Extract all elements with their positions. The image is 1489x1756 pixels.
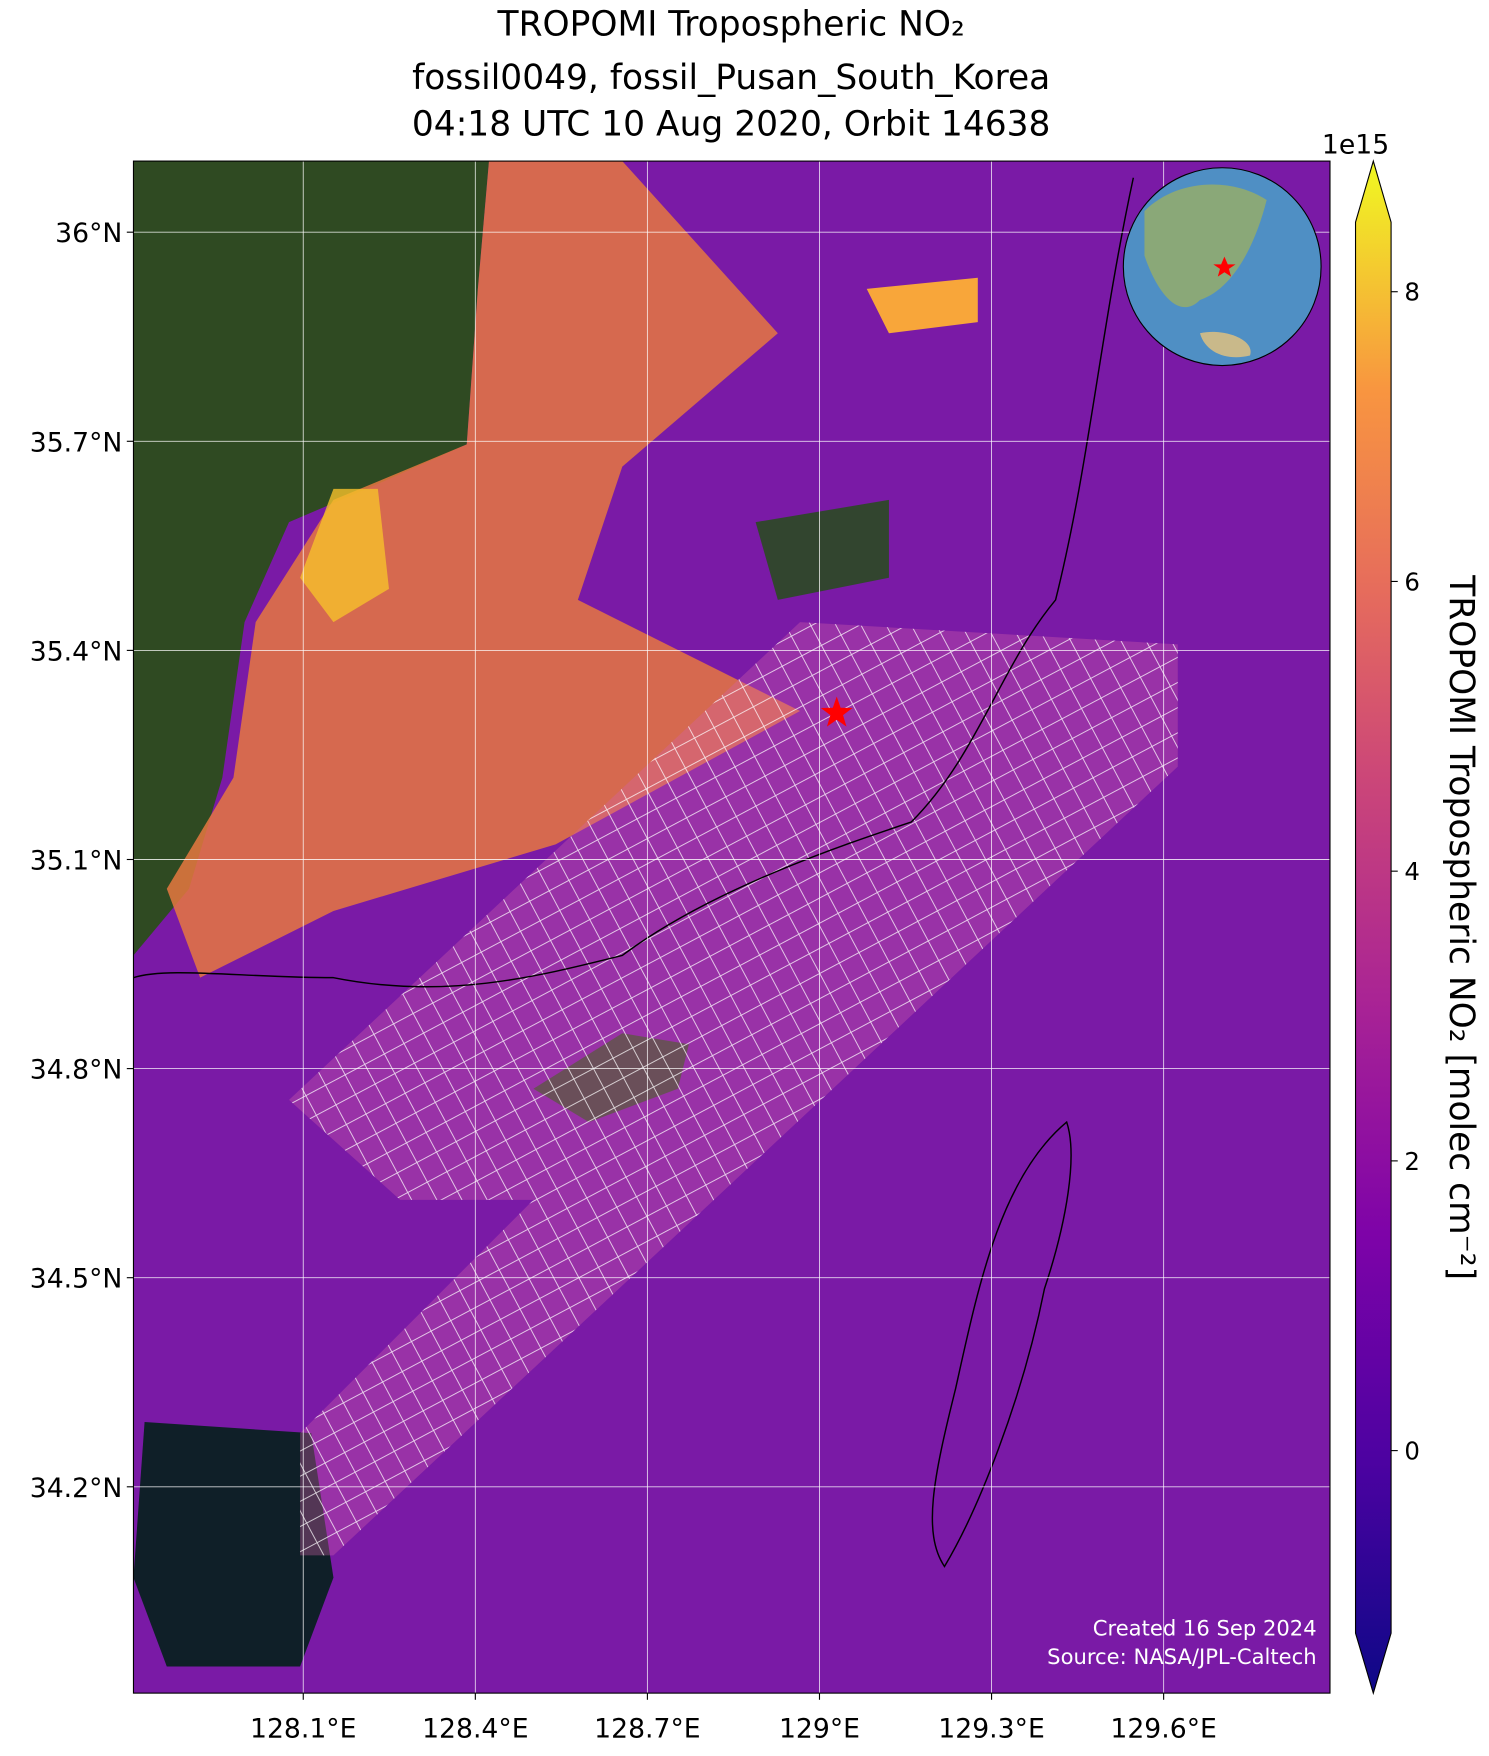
colorbar bbox=[1354, 159, 1392, 1696]
colorbar-tick-label: 0 bbox=[1404, 1436, 1420, 1465]
y-tick-label: 35.4°N bbox=[30, 636, 123, 667]
colorbar-tick-label: 4 bbox=[1404, 857, 1420, 886]
x-tick-label: 128.1°E bbox=[250, 1714, 356, 1745]
colorbar-label: TROPOMI Tropospheric NO₂ [molec cm⁻²] bbox=[1441, 574, 1481, 1280]
x-tick-label: 129°E bbox=[779, 1714, 860, 1745]
map-image bbox=[133, 161, 1330, 1694]
y-tick-label: 34.5°N bbox=[30, 1264, 123, 1295]
globe-inset bbox=[1122, 167, 1322, 367]
title-line: 04:18 UTC 10 Aug 2020, Orbit 14638 bbox=[412, 105, 1051, 145]
colorbar-tick-label: 8 bbox=[1404, 278, 1420, 307]
site-marker bbox=[820, 696, 853, 727]
x-tick-label: 128.7°E bbox=[594, 1714, 700, 1745]
title-line: fossil0049, fossil_Pusan_South_Korea bbox=[412, 58, 1050, 98]
colorbar-tick-label: 6 bbox=[1404, 567, 1420, 596]
colorbar-offset: 1e15 bbox=[1322, 129, 1389, 160]
title-line: TROPOMI Tropospheric NO₂ bbox=[497, 5, 965, 45]
x-tick-label: 129.6°E bbox=[1110, 1714, 1216, 1745]
credit: Created 16 Sep 2024 bbox=[1093, 1615, 1317, 1640]
y-tick-label: 35.1°N bbox=[30, 845, 123, 876]
map-frame bbox=[132, 160, 1331, 1694]
credit: Source: NASA/JPL-Caltech bbox=[1047, 1644, 1316, 1669]
y-tick-label: 35.7°N bbox=[30, 427, 123, 458]
y-tick-label: 36°N bbox=[55, 218, 122, 249]
y-tick-label: 34.2°N bbox=[30, 1473, 123, 1504]
x-tick-label: 129.3°E bbox=[938, 1714, 1044, 1745]
title-block: TROPOMI Tropospheric NO₂ fossil0049, fos… bbox=[412, 5, 1051, 145]
y-tick-label: 34.8°N bbox=[30, 1055, 123, 1086]
colorbar-tick-label: 2 bbox=[1404, 1147, 1420, 1176]
x-tick-label: 128.4°E bbox=[422, 1714, 528, 1745]
